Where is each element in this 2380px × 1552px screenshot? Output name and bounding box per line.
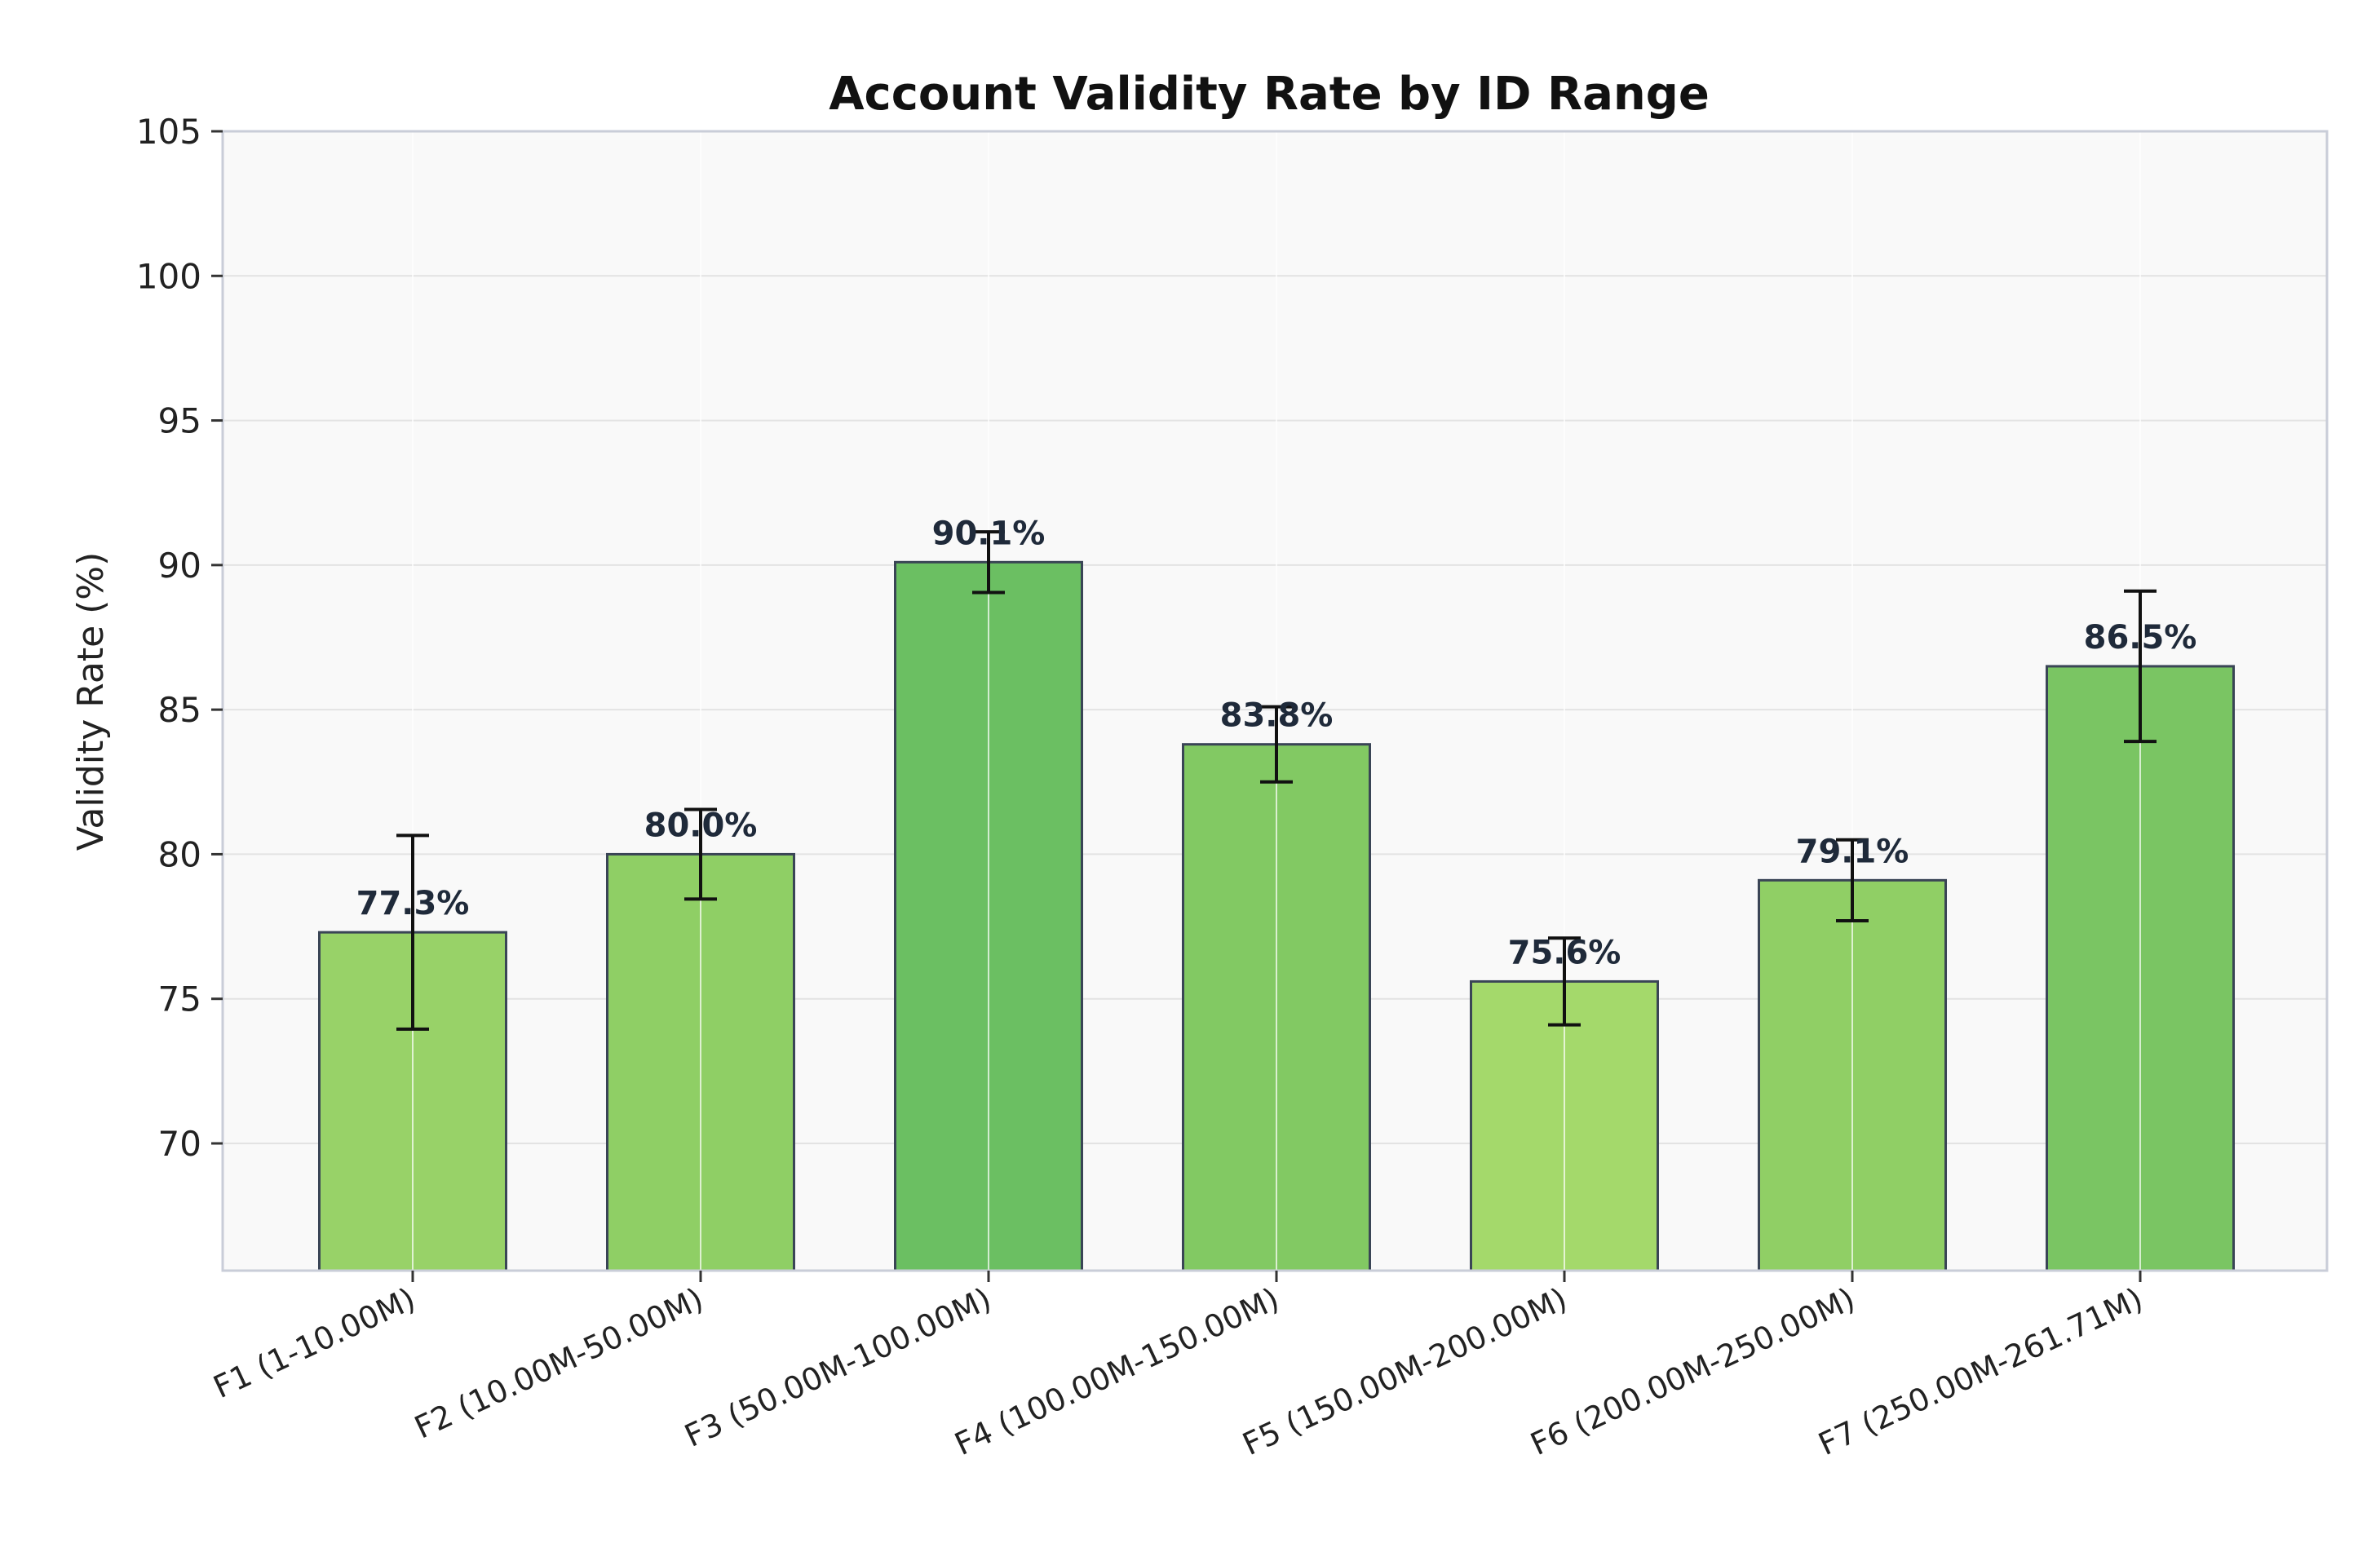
y-axis-ticks: 70 75 80 85 90 95 100 105 [136, 112, 223, 1164]
x-tick-label-1: F1 (1-10.00M) [208, 1280, 421, 1405]
data-label-1: 77.3% [356, 885, 470, 922]
y-tick-label-90: 90 [158, 546, 201, 586]
y-tick-label-80: 80 [158, 834, 201, 874]
error-bar-1 [396, 833, 429, 1031]
y-tick-label-100: 100 [136, 256, 201, 296]
y-tick-label-75: 75 [158, 979, 201, 1019]
error-bar-7 [2124, 589, 2157, 744]
plot-frame [221, 130, 2329, 1272]
error-bar-3 [972, 530, 1005, 595]
data-label-6: 79.1% [1796, 833, 1909, 870]
x-tick-label-2: F2 (10.00M-50.00M) [409, 1280, 709, 1445]
data-label-5: 75.6% [1508, 934, 1621, 971]
error-bar-2 [684, 807, 717, 901]
x-tick-label-6: F6 (200.00M-250.00M) [1525, 1280, 1860, 1462]
data-labels: 77.3% 80.0% 90.1% 83.8% 75.6% 79.1% 86.5% [356, 515, 2197, 971]
x-tick-label-4: F4 (100.00M-150.00M) [949, 1280, 1285, 1462]
y-tick-label-85: 85 [158, 690, 201, 730]
chart-title: Account Validity Rate by ID Range [829, 68, 1710, 121]
y-tick-label-105: 105 [136, 112, 201, 152]
x-tick-label-3: F3 (50.00M-100.00M) [679, 1280, 997, 1454]
error-bar-6 [1836, 838, 1869, 922]
x-tick-label-7: F7 (250.00M-261.71M) [1813, 1280, 2148, 1462]
y-tick-label-95: 95 [158, 401, 201, 441]
y-axis-label: Validity Rate (%) [70, 552, 112, 851]
data-label-2: 80.0% [644, 807, 758, 844]
x-axis-ticks: F1 (1-10.00M)F2 (10.00M-50.00M)F3 (50.00… [208, 1271, 2148, 1462]
data-label-7: 86.5% [2084, 619, 2197, 657]
error-bars [396, 530, 2157, 1031]
y-tick-label-70: 70 [158, 1124, 201, 1164]
data-label-3: 90.1% [932, 515, 1046, 552]
error-bar-4 [1260, 705, 1293, 784]
data-label-4: 83.8% [1220, 697, 1334, 735]
x-tick-label-5: F5 (150.00M-200.00M) [1237, 1280, 1573, 1462]
error-bar-5 [1548, 936, 1581, 1027]
